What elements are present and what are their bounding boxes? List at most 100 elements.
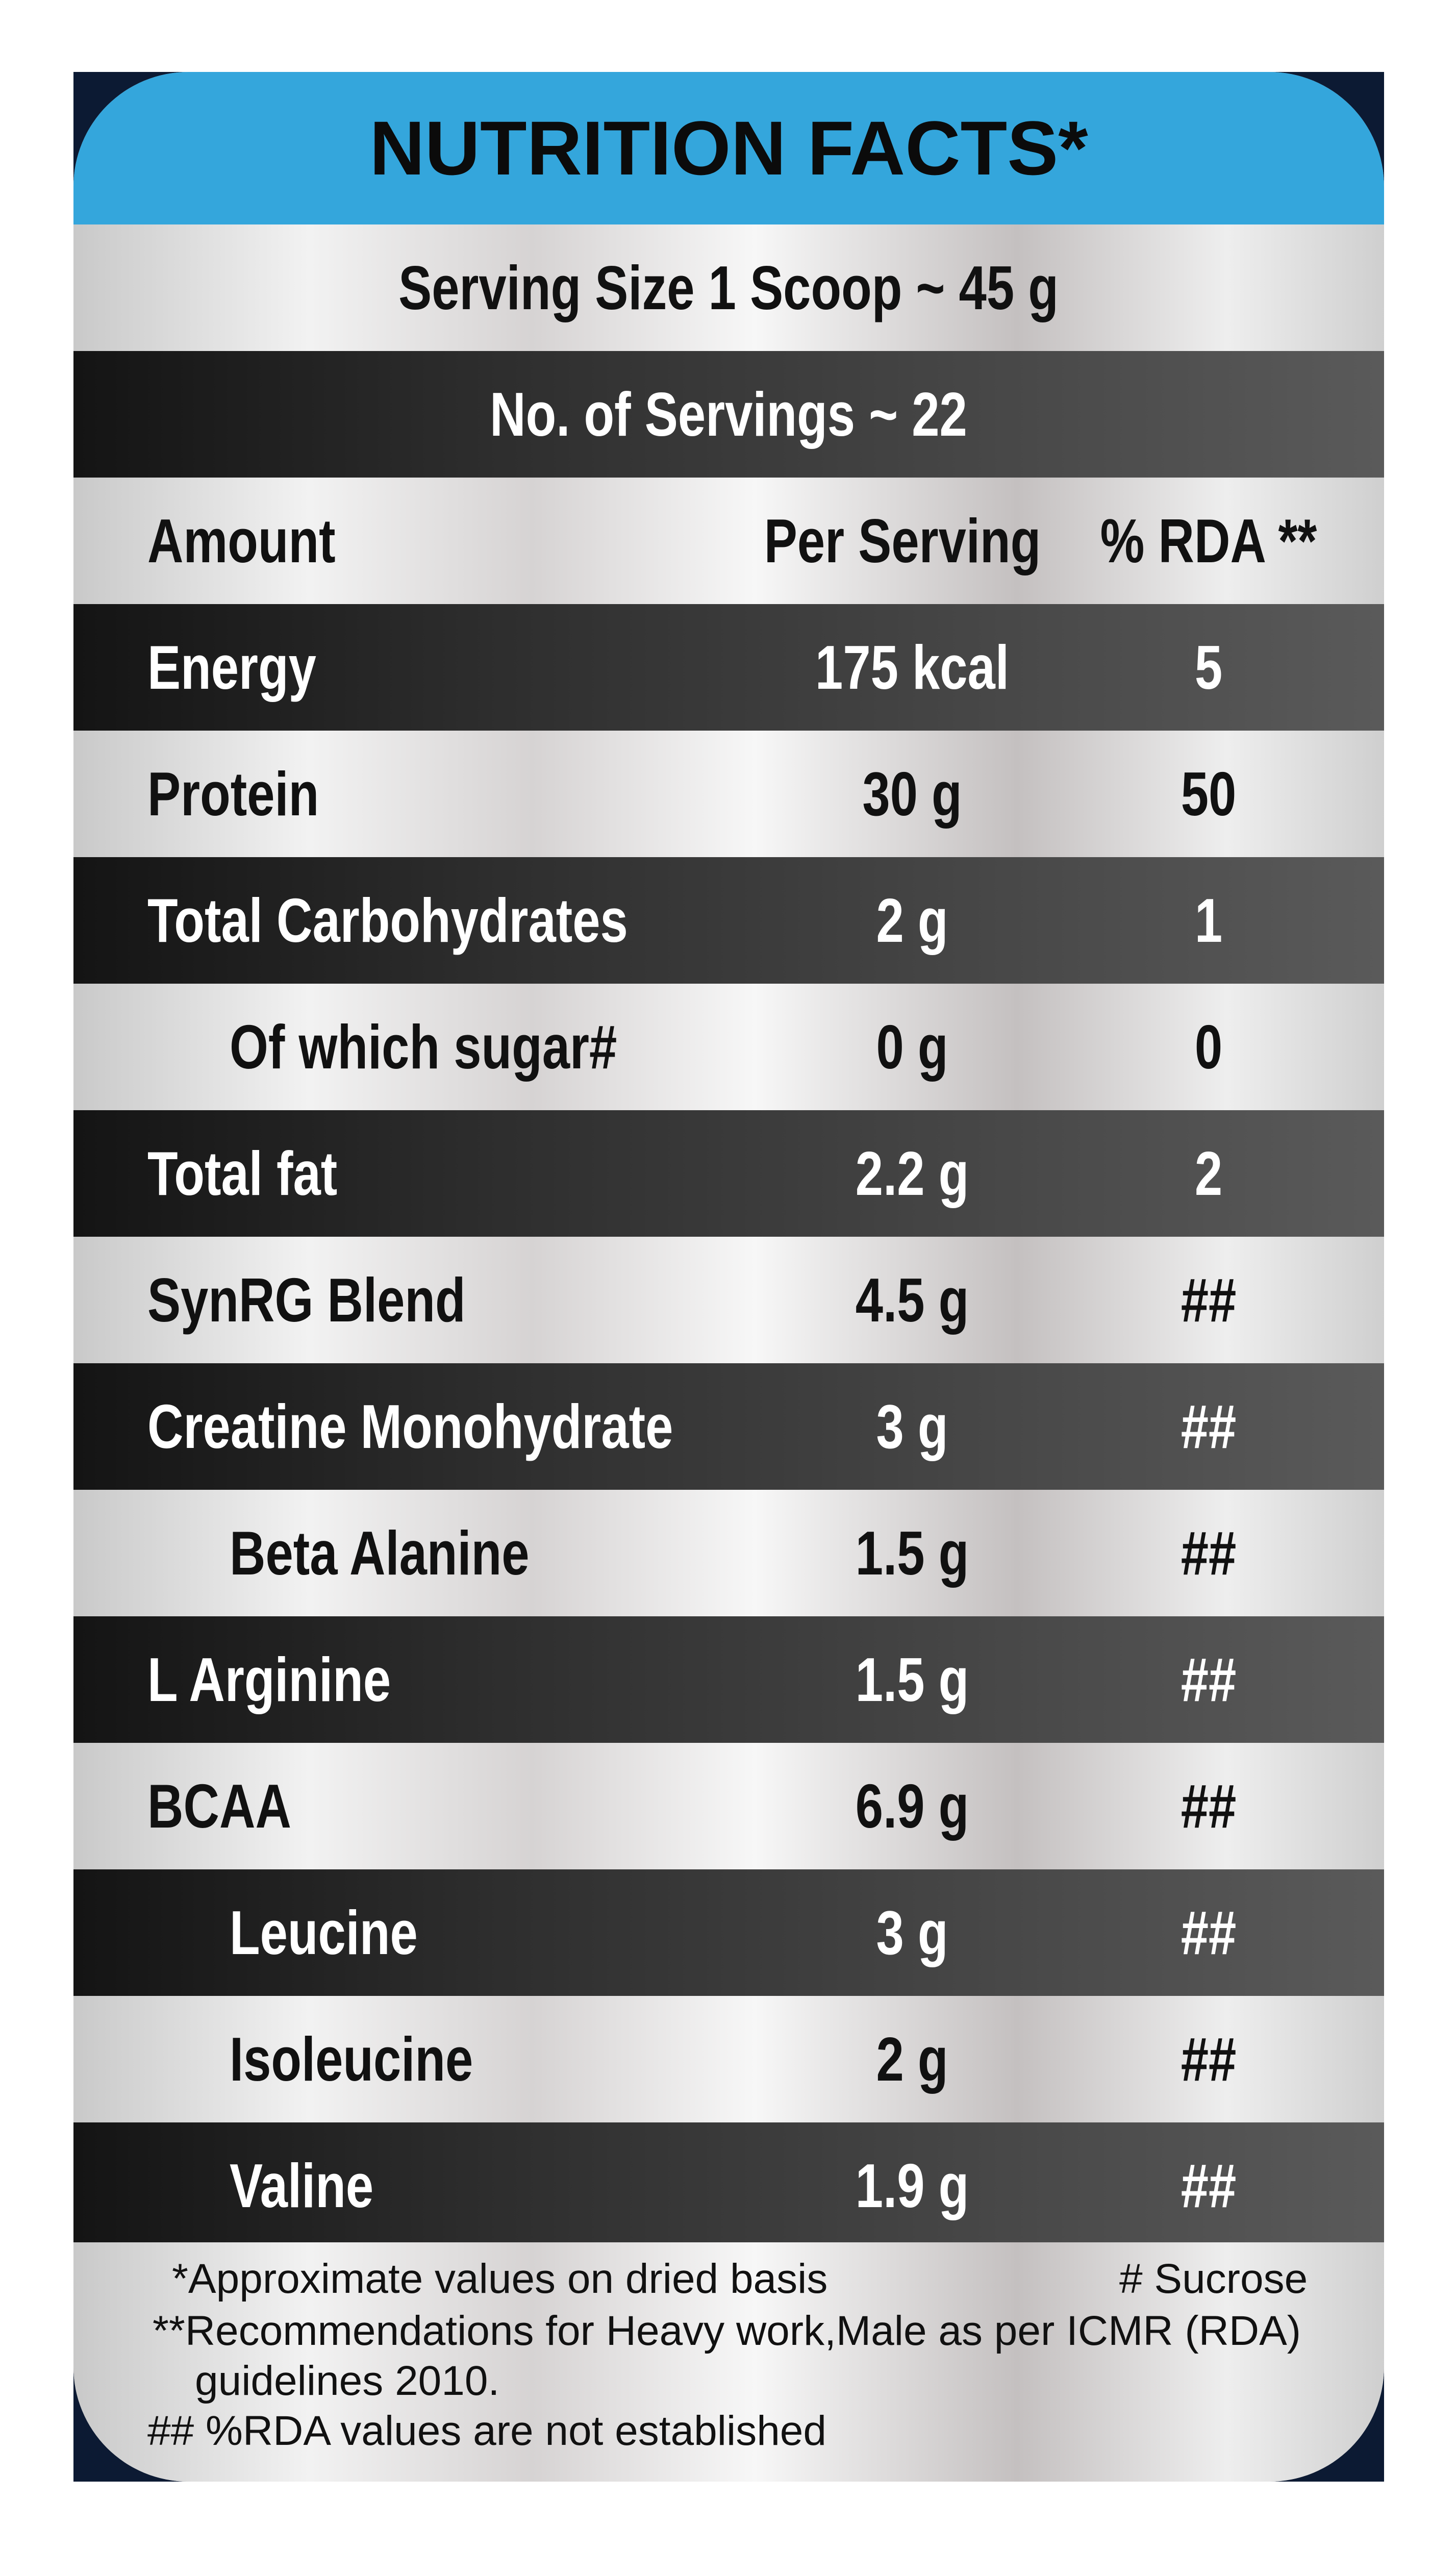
header-band: NUTRITION FACTS* [73,72,1384,224]
rda: 0 [1191,984,1226,1110]
rda: 5 [1191,604,1226,731]
per-serving-text: 2 g [876,2024,948,2094]
per-serving: 30 g [850,731,974,857]
rda-text: ## [1181,1518,1237,1588]
per-serving: 1.5 g [841,1490,983,1616]
per-serving: 4.5 g [841,1237,983,1363]
row: BCAA 6.9 g ## [73,1743,1384,1869]
nutrient-name-text: Beta Alanine [230,1518,530,1588]
per-serving-text: 175 kcal [815,633,1009,702]
per-serving-text: 1.9 g [855,2151,969,2220]
nutrient-name-text: Isoleucine [230,2024,473,2094]
per-serving: 2.2 g [841,1110,983,1237]
row: Protein 30 g 50 [73,731,1384,857]
servings-text: No. of Servings ~ 22 [490,380,967,449]
row: L Arginine 1.5 g ## [73,1616,1384,1743]
row: Beta Alanine 1.5 g ## [73,1490,1384,1616]
rda-text: 50 [1181,759,1237,829]
per-serving: 2 g [867,857,957,984]
per-serving-text: 6.9 g [855,1771,969,1841]
row: Leucine 3 g ## [73,1869,1384,1996]
row: Of which sugar# 0 g 0 [73,984,1384,1110]
nutrient-name: Total fat [147,1110,385,1237]
nutrient-name: Creatine Monohydrate [147,1363,805,1490]
per-serving: 175 kcal [791,604,1034,731]
nutrient-name-text: Energy [147,633,316,702]
column-header: Amount [147,478,383,604]
row: Isoleucine 2 g ## [73,1996,1384,2122]
per-serving: 3 g [867,1363,957,1490]
rda-text: ## [1181,1392,1237,1461]
row: Total Carbohydrates 2 g 1 [73,857,1384,984]
nutrient-name-text: Creatine Monohydrate [147,1392,673,1461]
rda: ## [1174,1490,1243,1616]
nutrient-name-text: Of which sugar# [230,1012,617,1082]
row: Serving Size 1 Scoop ~ 45 g [73,224,1384,351]
nutrient-name: Energy [147,604,359,731]
nutrient-name: BCAA [147,1743,327,1869]
serving-size-text: Serving Size 1 Scoop ~ 45 g [398,253,1059,322]
per-serving-text: 0 g [876,1012,948,1082]
per-serving: 1.9 g [841,2122,983,2249]
footnote: # Sucrose [1119,2256,1308,2302]
per-serving: 6.9 g [841,1743,983,1869]
column-header: Per Serving [730,478,1075,604]
nutrient-name: SynRG Blend [147,1237,545,1363]
title: NUTRITION FACTS* [369,105,1088,191]
rda-text: ## [1181,1771,1237,1841]
per-serving: 1.5 g [841,1616,983,1743]
row: No. of Servings ~ 22 [73,351,1384,478]
servings: No. of Servings ~ 22 [430,351,1027,478]
nutrient-name-text: SynRG Blend [147,1265,466,1335]
footnotes: *Approximate values on dried basis # Suc… [73,2242,1384,2482]
nutrient-name-text: Total fat [147,1139,338,1208]
rda: ## [1174,1869,1243,1996]
nutrient-name-text: Valine [230,2151,374,2220]
rda: 1 [1191,857,1226,984]
per-serving: 0 g [867,984,957,1110]
nutrition-panel: NUTRITION FACTS* Serving Size 1 Scoop ~ … [73,72,1384,2482]
per-serving-text: 3 g [876,1392,948,1461]
per-serving: 2 g [867,1996,957,2122]
rda-text: 1 [1194,886,1223,955]
per-serving-text: 2.2 g [855,1139,969,1208]
nutrient-name: Leucine [230,1869,465,1996]
nutrient-name: Of which sugar# [230,984,714,1110]
rda: ## [1174,1237,1243,1363]
per-serving-text: 1.5 g [855,1518,969,1588]
rda-text: 5 [1194,633,1223,702]
footnote: guidelines 2010. [195,2358,500,2404]
nutrient-name-text: Protein [147,759,319,829]
per-serving-text: 3 g [876,1898,948,1967]
per-serving-text: 1.5 g [855,1645,969,1714]
nutrient-name: Beta Alanine [230,1490,604,1616]
rda: ## [1174,1996,1243,2122]
rda-text: ## [1181,1898,1237,1967]
nutrient-name-text: Total Carbohydrates [147,886,628,955]
rda-text: 2 [1194,1139,1223,1208]
rda-text: ## [1181,1265,1237,1335]
row: Amount Per Serving % RDA ** [73,478,1384,604]
column-header: % RDA ** [1073,478,1344,604]
row: SynRG Blend 4.5 g ## [73,1237,1384,1363]
rda-text: ## [1181,1645,1237,1714]
nutrient-name-text: BCAA [147,1771,291,1841]
row: Energy 175 kcal 5 [73,604,1384,731]
column-header-text: % RDA ** [1100,506,1317,576]
column-header-text: Amount [147,506,336,576]
footnote: **Recommendations for Heavy work,Male as… [153,2308,1301,2354]
rda: ## [1174,1743,1243,1869]
row: Creatine Monohydrate 3 g ## [73,1363,1384,1490]
nutrient-name: Isoleucine [230,1996,534,2122]
per-serving-text: 30 g [862,759,962,829]
rda-text: 0 [1194,1012,1223,1082]
nutrient-name: Valine [230,2122,410,2249]
per-serving-text: 4.5 g [855,1265,969,1335]
row: Total fat 2.2 g 2 [73,1110,1384,1237]
rda: ## [1174,2122,1243,2249]
rda: 2 [1191,1110,1226,1237]
nutrient-name: Protein [147,731,362,857]
nutrient-name: Total Carbohydrates [147,857,748,984]
footnote: *Approximate values on dried basis [172,2256,828,2302]
